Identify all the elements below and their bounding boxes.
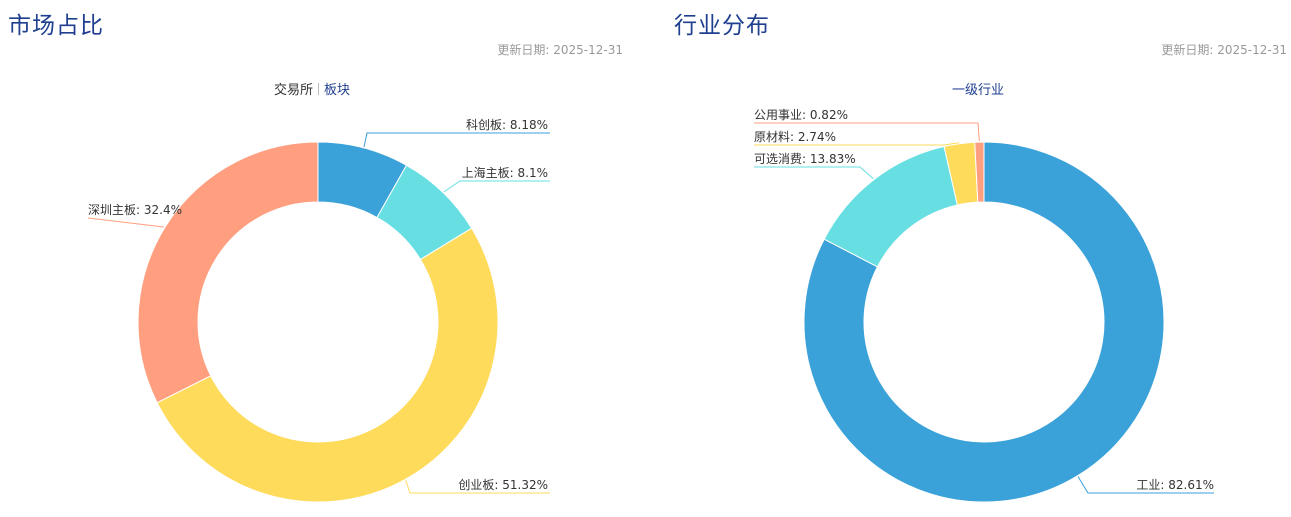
tab-sector[interactable]: 板块 (324, 83, 351, 98)
pie-slice-公用事业[interactable] (974, 141, 985, 203)
slice-label-上海主板: 上海主板: 8.1% (462, 165, 548, 180)
update-date-label: 更新日期: (1161, 43, 1214, 57)
tab-exchange[interactable]: 交易所 (274, 83, 314, 98)
slice-label-深圳主板: 深圳主板: 32.4% (88, 203, 182, 217)
slice-label-科创板: 科创板: 8.18% (466, 118, 548, 132)
tab-divider (318, 83, 320, 95)
market-update-date: 更新日期: 2025-12-31 (497, 41, 623, 58)
market-share-panel: 市场占比 更新日期: 2025-12-31 交易所 板块 科创板: 8.18% 上海… (0, 0, 645, 517)
industry-distribution-donut-chart: 工业: 82.61% 可选消费: 13.83% 原材料: 2.74% 公用事业: 0.… (754, 108, 1214, 503)
label-line-上海主板 (443, 180, 550, 193)
industry-distribution-title: 行业分布 (674, 13, 770, 39)
pie-slice-创业板[interactable] (156, 227, 499, 503)
update-date-label: 更新日期: (497, 43, 550, 57)
label-line-创业板 (405, 480, 550, 494)
industry-level-selector: 一级行业 (952, 79, 1004, 98)
slice-label-创业板: 创业板: 51.32% (458, 478, 548, 492)
market-share-title: 市场占比 (8, 13, 104, 39)
label-line-工业 (1077, 476, 1214, 494)
market-share-donut-chart: 科创板: 8.18% 上海主板: 8.1% 创业板: 51.32% 深圳主板: 32.… (87, 118, 550, 503)
label-line-科创板 (363, 132, 550, 148)
industry-update-date: 更新日期: 2025-12-31 (1161, 41, 1287, 58)
industry-distribution-panel: 行业分布 更新日期: 2025-12-31 一级行业 工业: 82.61% 可选消… (666, 0, 1291, 517)
update-date-value: 2025-12-31 (1217, 43, 1287, 57)
market-tabs: 交易所 板块 (274, 79, 350, 98)
label-line-原材料 (754, 142, 960, 146)
update-date-value: 2025-12-31 (553, 43, 623, 57)
label-line-深圳主板 (87, 217, 165, 228)
slice-label-原材料: 原材料: 2.74% (754, 130, 836, 144)
slice-label-工业: 工业: 82.61% (1136, 478, 1214, 492)
tab-first-level-industry[interactable]: 一级行业 (952, 83, 1005, 98)
pie-slice-工业[interactable] (803, 141, 1165, 503)
slice-label-公用事业: 公用事业: 0.82% (754, 108, 848, 122)
pie-slice-深圳主板[interactable] (137, 141, 319, 404)
label-line-公用事业 (754, 122, 980, 142)
label-line-可选消费 (754, 166, 874, 180)
slice-label-可选消费: 可选消费: 13.83% (754, 152, 856, 166)
